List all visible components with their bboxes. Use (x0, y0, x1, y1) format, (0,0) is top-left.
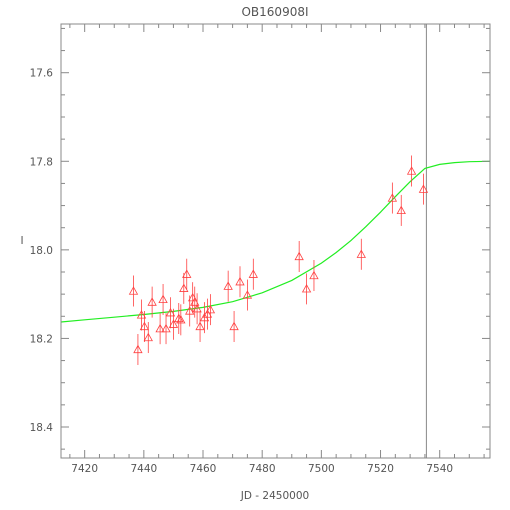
data-point (179, 272, 189, 304)
x-tick-label: 7440 (130, 463, 157, 475)
data-point (136, 299, 147, 331)
data-point (165, 297, 176, 329)
triangle-marker (176, 315, 186, 324)
data-point (190, 286, 200, 318)
triangle-marker (147, 297, 157, 306)
data-point (205, 294, 216, 326)
triangle-marker (158, 294, 168, 304)
data-point (192, 293, 202, 325)
data-point (143, 322, 153, 354)
data-point (147, 286, 157, 318)
triangle-marker (143, 332, 153, 342)
x-tick-label: 7480 (249, 463, 276, 475)
x-tick-label: 7540 (426, 463, 453, 475)
plot-frame (60, 23, 491, 459)
data-point (309, 260, 319, 292)
triangle-marker (396, 205, 406, 215)
triangle-marker (205, 304, 216, 314)
triangle-marker (185, 306, 195, 315)
model-curve (61, 160, 490, 323)
y-tick-label: 18.0 (30, 245, 53, 257)
data-point (168, 308, 179, 340)
y-axis-label: I (20, 235, 23, 247)
x-tick-label: 7420 (71, 463, 98, 475)
triangle-marker (168, 319, 179, 328)
triangle-marker (161, 323, 171, 333)
triangle-marker (155, 323, 165, 333)
triangle-marker (179, 283, 189, 292)
chart-title: OB160908I (241, 5, 308, 19)
x-tick-label: 7520 (367, 463, 394, 475)
triangle-marker (229, 321, 239, 331)
data-point (242, 279, 253, 311)
triangle-marker (128, 286, 139, 295)
x-tick-label: 7460 (190, 463, 217, 475)
triangle-marker (418, 184, 429, 193)
data-point (387, 182, 398, 214)
triangle-marker (301, 284, 312, 293)
triangle-marker (136, 310, 147, 319)
triangle-marker (406, 166, 417, 175)
triangle-marker (248, 269, 258, 278)
data-point (161, 313, 171, 345)
y-tick-label: 17.6 (30, 68, 54, 80)
y-tick-label: 17.8 (30, 156, 53, 168)
x-tick-label: 7500 (308, 463, 335, 475)
triangle-marker (356, 249, 366, 258)
data-point (223, 270, 233, 302)
data-point (294, 241, 304, 272)
y-tick-label: 18.2 (30, 333, 53, 345)
triangle-marker (387, 193, 398, 202)
x-axis-label: JD - 2450000 (240, 490, 309, 502)
data-point (174, 303, 184, 334)
data-point (158, 283, 168, 315)
triangle-marker (182, 269, 192, 278)
data-point (406, 155, 417, 187)
data-point (301, 273, 312, 305)
triangle-marker (133, 344, 143, 354)
triangle-marker (309, 270, 319, 280)
triangle-marker (235, 276, 245, 286)
triangle-marker (165, 307, 176, 317)
data-point (396, 194, 406, 226)
triangle-marker (139, 321, 150, 331)
triangle-marker (223, 281, 233, 290)
data-point (133, 334, 143, 365)
data-point (356, 238, 366, 270)
triangle-marker (202, 309, 213, 318)
data-point (229, 310, 239, 342)
data-point (128, 275, 139, 307)
triangle-marker (242, 290, 253, 299)
data-point (418, 173, 429, 205)
data-point (182, 258, 192, 290)
data-point (235, 266, 245, 298)
data-point (248, 258, 258, 290)
data-point (202, 298, 213, 330)
triangle-marker (195, 321, 205, 331)
data-point (195, 310, 205, 342)
data-point (155, 313, 165, 345)
triangle-marker (294, 251, 304, 261)
data-point (176, 304, 186, 336)
y-tick-label: 18.4 (30, 422, 54, 434)
triangle-marker (192, 303, 202, 313)
data-point (139, 310, 150, 342)
